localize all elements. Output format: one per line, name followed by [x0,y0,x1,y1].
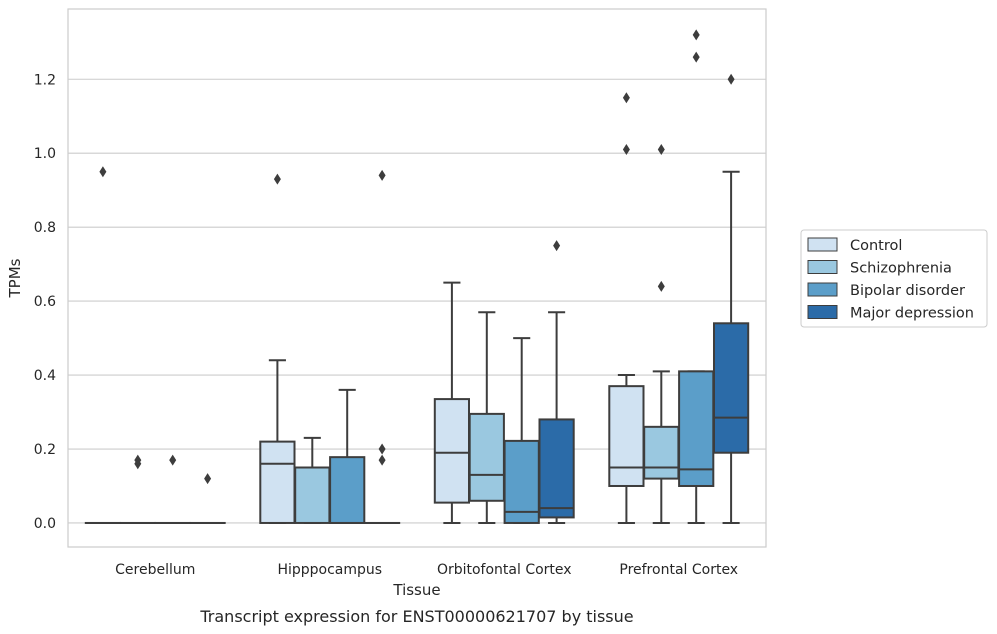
y-tick-label: 1.2 [34,72,56,88]
x-tick-label: Prefrontal Cortex [619,562,738,578]
outlier-point [204,473,212,485]
y-grid-lines [68,78,766,524]
legend-label: Major depression [850,306,974,322]
legend-label: Control [850,238,902,254]
legend-frame [800,229,988,328]
y-axis-label: TPMs [6,258,24,298]
outlier-point [99,166,107,178]
box-groups [84,29,750,524]
outlier-point [727,73,735,85]
box-3-3 [712,73,750,524]
box-3-0 [608,92,645,524]
box-3-2 [678,29,715,524]
x-axis-label: Tissue [392,581,440,599]
outlier-point [692,29,700,41]
box-iqr [294,466,331,524]
outlier-point [378,443,386,455]
box-1-1 [294,436,331,524]
y-tick-label: 0.2 [34,442,56,458]
y-tick-label: 0.0 [34,516,56,532]
legend-label: Schizophrenia [850,261,952,277]
box-iqr [259,440,296,524]
box-2-2 [503,337,540,524]
legend: Control Schizophrenia Bipolar disorder Majo… [800,229,988,328]
y-tick-label: 0.4 [34,368,56,384]
outlier-point [378,169,386,181]
box-iqr [433,398,471,504]
box-iqr [468,412,505,502]
box-2-0 [433,281,471,524]
outlier-point [378,454,386,466]
box-0-0 [84,166,122,524]
y-tick-label: 0.6 [34,294,56,310]
box-2-1 [468,311,505,524]
legend-swatch [807,282,838,297]
outlier-point [273,173,281,185]
x-tick-labels: Cerebellum Hipppocampus Orbitofontal Corte… [115,562,738,578]
box-1-0 [259,173,296,524]
box-1-2 [329,388,366,524]
box-2-3 [538,240,575,524]
outlier-point [692,51,700,63]
y-tick-label: 1.0 [34,146,56,162]
box-0-1 [119,454,156,524]
legend-swatch [807,305,838,319]
chart-caption: Transcript expression for ENST0000062170… [199,607,633,626]
box-0-2 [154,454,191,524]
outlier-point [622,92,630,104]
box-0-3 [189,473,226,524]
box-1-3 [363,169,401,524]
outlier-point [134,454,142,466]
plot-area-frame [67,8,767,548]
x-tick-label: Orbitofontal Cortex [437,562,572,578]
legend-swatch [807,237,838,252]
box-iqr [329,456,366,524]
legend-swatch [807,260,838,274]
box-iqr [643,425,680,480]
box-iqr [503,439,540,524]
box-iqr [538,418,575,519]
outlier-point [622,144,630,156]
outlier-point [657,144,665,156]
box-iqr [712,322,750,454]
outlier-point [657,280,665,292]
outlier-point [553,240,561,252]
outlier-point [169,454,177,466]
y-tick-label: 0.8 [34,220,56,236]
box-3-1 [643,144,680,524]
legend-label: Bipolar disorder [850,283,965,299]
box-iqr [608,385,645,487]
box-iqr [678,370,715,487]
x-tick-label: Cerebellum [115,562,195,578]
x-tick-label: Hipppocampus [277,562,382,578]
y-tick-labels: 0.0 0.2 0.4 0.6 0.8 1.0 1.2 [34,72,56,532]
